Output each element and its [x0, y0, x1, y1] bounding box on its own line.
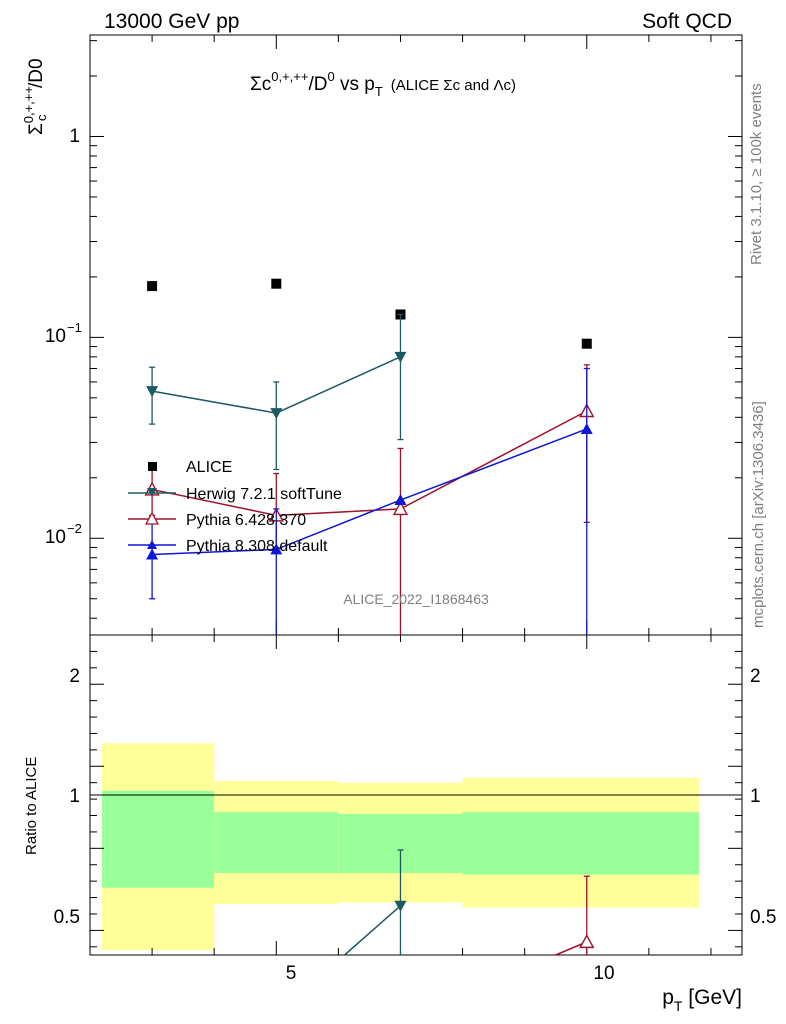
legend-alice-marker	[148, 462, 157, 471]
pythia8-main-point-1	[270, 543, 283, 555]
pythia6-ratio-point	[579, 933, 595, 949]
pythia8-main-line	[152, 428, 588, 556]
herwig-main-point-1	[270, 408, 283, 420]
x-axis-label: pT [GeV]	[662, 986, 742, 1014]
y-tick-label-0.01-exponent: −2	[67, 521, 82, 536]
legend-pythia8-marker	[147, 540, 157, 549]
main-y-axis-label-sub: c	[34, 114, 49, 121]
ratio-y-tick-0.5-left: 0.5	[54, 907, 80, 928]
ratio-y-tick-0.5-right: 0.5	[750, 907, 776, 928]
ratio-band-inner-0	[102, 790, 215, 888]
x-tick-label-5: 5	[286, 963, 297, 984]
main-y-axis-label: Σ0,+,++/D0	[21, 58, 47, 135]
legend-herwig-marker	[147, 488, 157, 497]
legend-pythia6-marker	[144, 511, 160, 525]
ratio-plot-series	[344, 849, 595, 956]
alice-main-point-1	[271, 278, 282, 289]
legend-pythia6-label: Pythia 6.428 370	[186, 512, 306, 529]
legend-herwig-label: Herwig 7.2.1 softTune	[186, 486, 342, 503]
analysis-watermark: ALICE_2022_I1868463	[343, 591, 489, 607]
mcplots-label: mcplots.cern.ch [arXiv:1306.3436]	[750, 401, 767, 628]
ratio-band-inner-1	[214, 812, 339, 873]
pythia6-main-line	[151, 410, 588, 517]
main-plot-series	[144, 278, 595, 635]
pythia8-main-point-3	[580, 422, 593, 434]
alice-main-point-0	[147, 281, 158, 292]
energy-label: 13000 GeV pp	[104, 10, 239, 33]
ratio-band-inner-3	[462, 812, 699, 875]
ratio-y-tick-2-left: 2	[69, 666, 80, 687]
legend-alice-label: ALICE	[186, 459, 232, 476]
y-tick-label-1: 1	[69, 126, 80, 147]
herwig-ratio-point	[394, 900, 407, 912]
pythia8-main-point-0	[146, 548, 159, 560]
ratio-y-axis-label: Ratio to ALICE	[23, 757, 40, 855]
category-label: Soft QCD	[642, 10, 732, 33]
y-tick-label-0.1-exponent: −1	[67, 320, 82, 335]
pythia6-main-point-2	[392, 500, 409, 516]
y-tick-label-0.01: 10	[45, 527, 66, 548]
legend-pythia8-label: Pythia 8.308 default	[186, 538, 328, 555]
herwig-main-point-2	[394, 351, 407, 363]
pythia8-main-point-2	[394, 494, 407, 506]
y-tick-label-0.1: 10	[45, 326, 66, 347]
ratio-y-tick-2-right: 2	[750, 666, 761, 687]
legend: ALICE Herwig 7.2.1 softTune Pythia 6.428…	[128, 459, 342, 555]
alice-main-point-3	[581, 338, 592, 349]
herwig-main-point-0	[146, 386, 159, 398]
main-plot-title: Σc0,+,++/D0 vs pT (ALICE Σc and Λc)	[250, 69, 516, 99]
ratio-y-tick-1-left: 1	[69, 786, 80, 807]
x-tick-label-10: 10	[593, 963, 614, 984]
ratio-y-tick-1-right: 1	[750, 786, 761, 807]
herwig-ratio-line	[344, 905, 401, 956]
rivet-version-label: Rivet 3.1.10, ≥ 100k events	[748, 83, 765, 265]
ratio-uncertainty-bands	[102, 743, 699, 951]
